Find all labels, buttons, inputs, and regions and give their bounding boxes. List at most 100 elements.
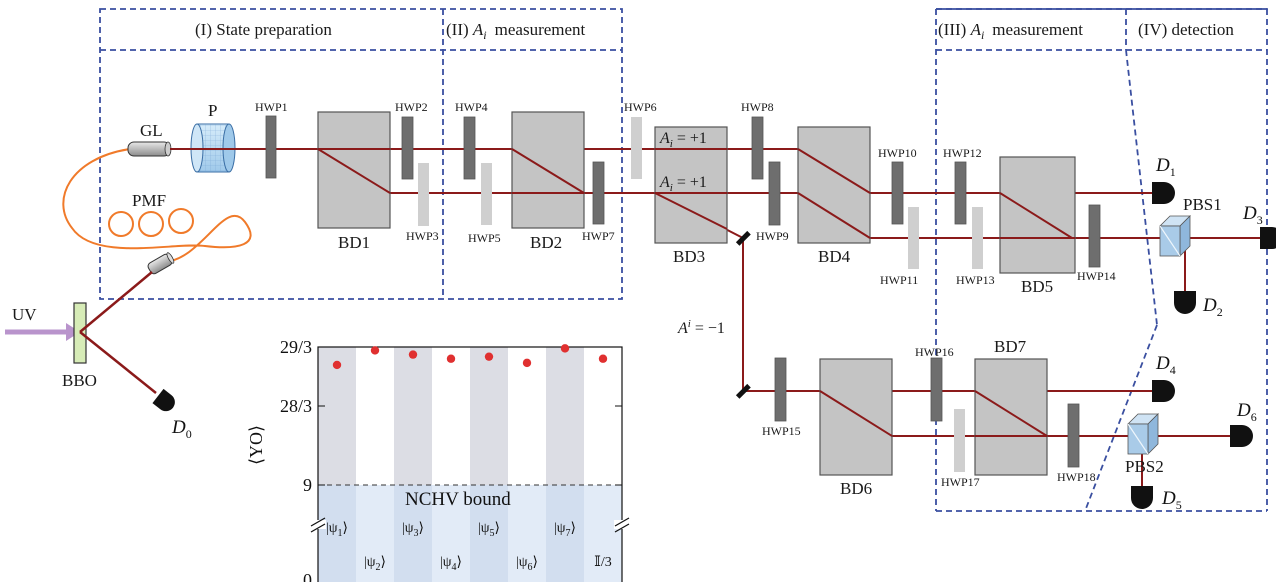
d0-label: D0 [171,417,192,441]
section-2-title: (II) Ai measurement [446,20,586,42]
chart-frame [317,346,623,582]
d4-label: D4 [1155,353,1176,377]
d3-label: D3 [1242,203,1263,227]
data-point [484,352,494,361]
hwp18-plate [1067,403,1080,468]
detector-d2 [1174,291,1196,314]
detector-d6 [1230,425,1253,447]
nchv-bound-label: NCHV bound [405,489,511,510]
category-label: |ψ5⟩ [478,521,500,539]
detector-d3 [1260,227,1276,249]
hwp11-plate [908,207,919,269]
fiber-coupler [147,252,175,275]
hwp3-label: HWP3 [406,229,439,243]
hwp6-plate [631,117,642,179]
data-point [560,344,570,353]
detector-d1 [1152,182,1175,204]
bound-region [318,485,622,582]
yo-inset-chart: NCHV bound 29/328/390 ⟨YO⟩ |ψ1⟩|ψ2⟩|ψ3⟩|… [246,337,630,582]
category-label: |ψ1⟩ [326,521,348,539]
section-4-title: (IV) detection [1138,20,1234,39]
hwp12-label: HWP12 [943,146,982,160]
bd4-label: BD4 [818,247,851,266]
data-points [332,344,608,370]
hwp4-plate [463,116,476,180]
hwp6-label: HWP6 [624,100,657,114]
uv-label: UV [12,305,37,324]
hwp1-label: HWP1 [255,100,288,114]
hwp11-label: HWP11 [880,273,918,287]
hwp13-label: HWP13 [956,273,995,287]
category-label: |ψ7⟩ [554,521,576,539]
pm-fiber [62,148,252,264]
bd5-block [999,156,1076,274]
hwp17-plate [954,409,965,472]
p-label: P [208,101,217,120]
mirror-top [735,230,751,246]
d2-label: D2 [1202,295,1223,319]
bd7-label: BD7 [994,337,1027,356]
detector-d5 [1131,486,1153,509]
hwp17-label: HWP17 [941,475,980,489]
bd4-block [797,126,871,244]
hwp14-label: HWP14 [1077,269,1116,283]
hwp10-plate [891,161,904,225]
y-tick-label: 28/3 [280,396,312,416]
hwp16-plate [930,357,943,422]
hwp13-plate [972,207,983,269]
bd5-label: BD5 [1021,277,1053,296]
section-box-1-2 [99,8,623,300]
category-label: |ψ4⟩ [440,555,462,573]
section-3-title: (III) Ai measurement [938,20,1083,42]
hwp15-label: HWP15 [762,424,801,438]
beam-displacers [317,111,1076,476]
outcome-minus: Ai = −1 [677,318,725,337]
hwp8-label: HWP8 [741,100,774,114]
data-point [446,354,456,363]
data-point [522,358,532,368]
mirror-bottom [735,383,751,399]
axis-break-left [310,517,326,533]
hwp1-plate [265,115,277,179]
hwp9-label: HWP9 [756,229,789,243]
data-point [370,346,380,355]
hwp4-label: HWP4 [455,100,488,114]
d5-label: D5 [1161,488,1182,512]
section-boxes [99,8,1268,512]
pbs2-label: PBS2 [1125,457,1164,476]
detector-d0 [152,388,175,412]
hwp5-plate [481,163,492,225]
category-label: |ψ6⟩ [516,555,538,573]
section-divider-3-4-slant-bottom [1084,324,1158,512]
hwp2-plate [401,116,414,180]
hwp9-plate [768,161,781,226]
hwp5-label: HWP5 [468,231,501,245]
y-axis-label: ⟨YO⟩ [246,425,266,465]
hwp7-plate [592,161,605,225]
detectors [152,182,1276,509]
outcome-plus-top: Ai = +1 [659,130,707,150]
pbs2-cube [1127,413,1159,455]
half-wave-plates [265,115,1101,472]
d1-label: D1 [1155,155,1176,179]
bd6-block [819,358,893,476]
section-1-title: (I) State preparation [195,20,332,39]
pmf-label: PMF [132,191,166,210]
hwp-labels: HWP1 HWP2 HWP3 HWP4 HWP5 HWP6 HWP7 HWP8 … [255,100,1116,489]
category-label: |ψ2⟩ [364,555,386,573]
bd7-block [974,358,1048,476]
hwp12-plate [954,161,967,225]
bd3-label: BD3 [673,247,705,266]
uv-pump-arrow [5,323,80,341]
d6-label: D6 [1236,400,1257,424]
gl-label: GL [140,121,163,140]
hwp7-label: HWP7 [582,229,615,243]
glan-laser-polarizer [127,141,172,157]
pbs1-cube [1159,215,1191,257]
data-point [598,354,608,363]
bd1-label: BD1 [338,233,370,252]
category-label: |ψ3⟩ [402,521,424,539]
axis-break-right [614,517,630,533]
hwp16-label: HWP16 [915,345,954,359]
